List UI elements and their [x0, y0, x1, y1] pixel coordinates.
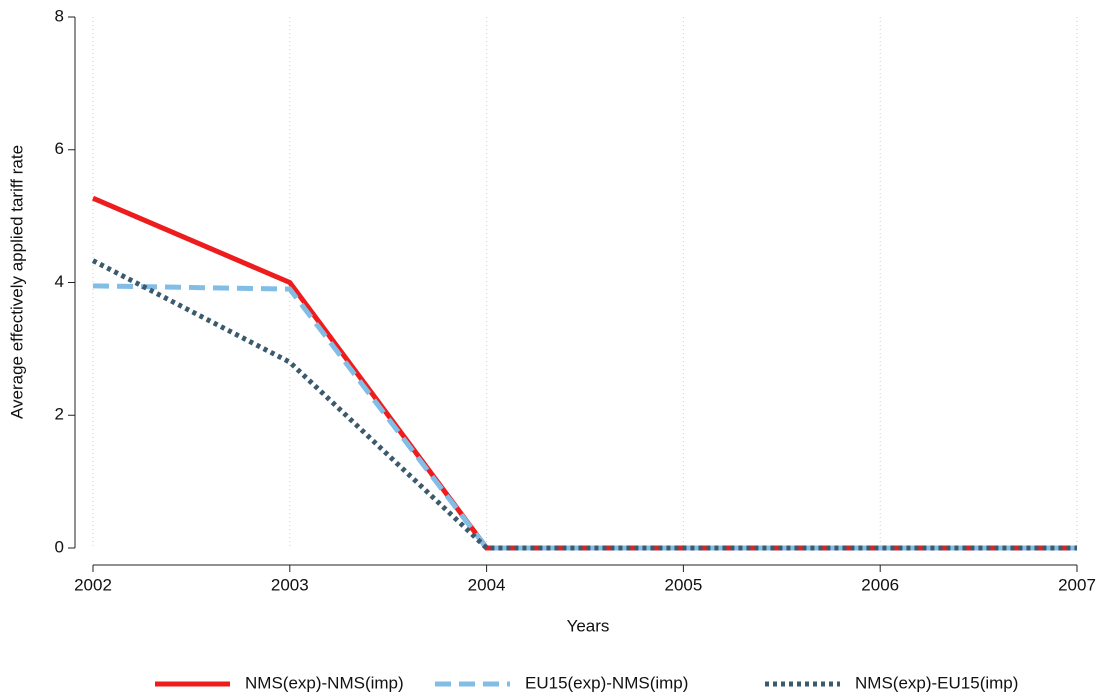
y-tick-label: 8 — [55, 6, 64, 25]
x-tick-label: 2006 — [861, 575, 899, 594]
x-tick-label: 2007 — [1058, 575, 1096, 594]
legend-label: EU15(exp)-NMS(imp) — [525, 673, 688, 692]
x-axis-title: Years — [567, 616, 610, 635]
line-series — [91, 258, 1077, 551]
x-tick-label: 2002 — [74, 575, 112, 594]
legend-label: NMS(exp)-NMS(imp) — [245, 673, 404, 692]
line-series — [92, 195, 1077, 551]
y-tick-label: 0 — [55, 537, 64, 556]
y-tick-label: 4 — [55, 272, 64, 291]
x-tick-label: 2004 — [468, 575, 506, 594]
y-tick-label: 2 — [55, 405, 64, 424]
line-series — [92, 283, 1077, 551]
y-tick-label: 6 — [55, 139, 64, 158]
x-tick-label: 2005 — [664, 575, 702, 594]
x-tick-label: 2003 — [271, 575, 309, 594]
y-axis-title: Average effectively applied tariff rate — [7, 145, 26, 419]
legend-label: NMS(exp)-EU15(imp) — [855, 673, 1018, 692]
